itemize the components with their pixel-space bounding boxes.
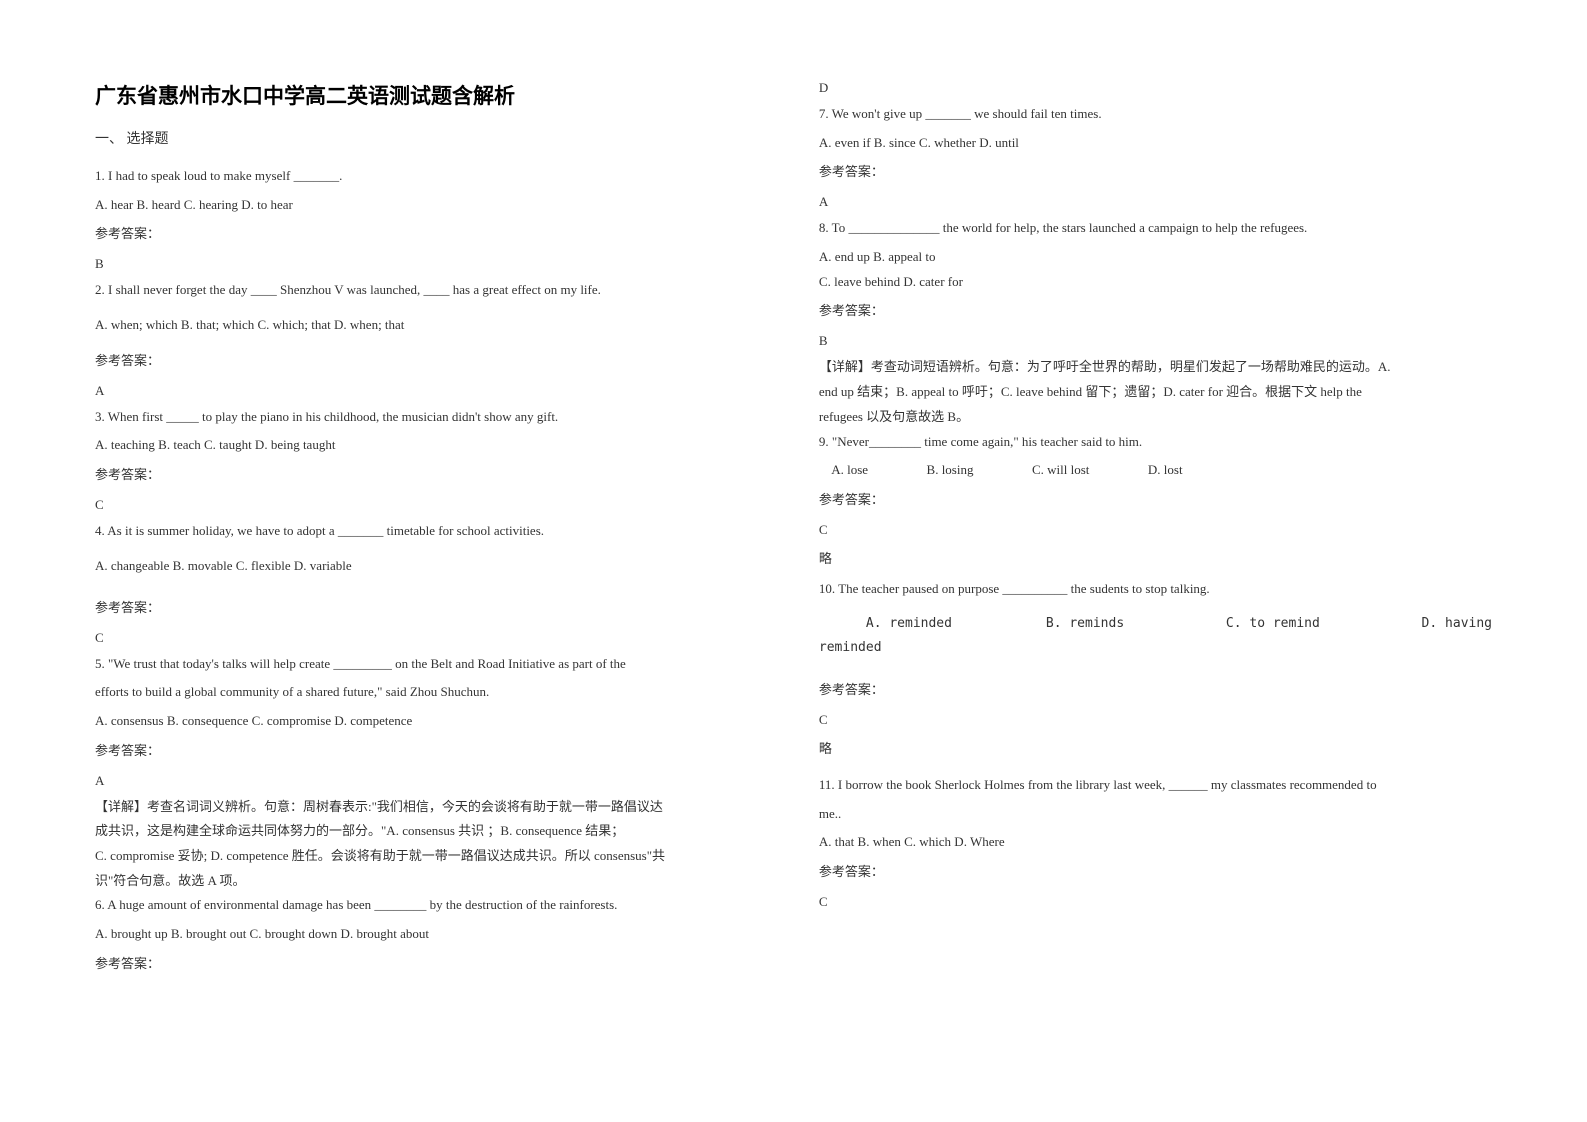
q5-stem-line1: 5. "We trust that today's talks will hel… xyxy=(95,652,759,677)
q9-stem: 9. "Never________ time come again," his … xyxy=(819,430,1492,455)
q11-answer: C xyxy=(819,894,1492,910)
q3-options: A. teaching B. teach C. taught D. being … xyxy=(95,433,759,458)
q4-options: A. changeable B. movable C. flexible D. … xyxy=(95,554,759,579)
q1-ref-label: 参考答案： xyxy=(95,223,759,242)
doc-title: 广东省惠州市水口中学高二英语测试题含解析 xyxy=(95,80,759,110)
q9-omit: 略 xyxy=(819,548,1492,567)
q6-answer: D xyxy=(819,80,1492,96)
q8-answer: B xyxy=(819,333,1492,349)
q4-ref-label: 参考答案： xyxy=(95,597,759,616)
q11-stem-line1: 11. I borrow the book Sherlock Holmes fr… xyxy=(819,773,1492,798)
q5-options: A. consensus B. consequence C. compromis… xyxy=(95,709,759,734)
q5-stem-line2: efforts to build a global community of a… xyxy=(95,680,759,705)
q5-ref-label: 参考答案： xyxy=(95,740,759,759)
q5-explain-1: 【详解】考查名词词义辨析。句意：周树春表示:"我们相信，今天的会谈将有助于就一带… xyxy=(95,795,759,820)
right-column: D 7. We won't give up _______ we should … xyxy=(819,80,1492,980)
q5-answer: A xyxy=(95,773,759,789)
q11-ref-label: 参考答案： xyxy=(819,861,1492,880)
q10-ref-label: 参考答案： xyxy=(819,679,1492,698)
q1-stem: 1. I had to speak loud to make myself __… xyxy=(95,164,759,189)
q1-options: A. hear B. heard C. hearing D. to hear xyxy=(95,193,759,218)
q7-options: A. even if B. since C. whether D. until xyxy=(819,131,1492,156)
q3-stem: 3. When first _____ to play the piano in… xyxy=(95,405,759,430)
q9-options: A. lose B. losing C. will lost D. lost xyxy=(819,458,1492,483)
q2-answer: A xyxy=(95,383,759,399)
q3-answer: C xyxy=(95,497,759,513)
q5-explain-4: 识"符合句意。故选 A 项。 xyxy=(95,869,759,894)
q7-answer: A xyxy=(819,194,1492,210)
q10-options-2: reminded xyxy=(819,636,1492,661)
q2-stem: 2. I shall never forget the day ____ She… xyxy=(95,278,759,303)
q8-explain-3: refugees 以及句意故选 B。 xyxy=(819,405,1492,430)
q4-answer: C xyxy=(95,630,759,646)
q5-explain-3: C. compromise 妥协; D. competence 胜任。会谈将有助… xyxy=(95,844,759,869)
page-container: 广东省惠州市水口中学高二英语测试题含解析 一、 选择题 1. I had to … xyxy=(0,0,1587,1010)
q8-options-line2: C. leave behind D. cater for xyxy=(819,270,1492,295)
q6-options: A. brought up B. brought out C. brought … xyxy=(95,922,759,947)
q10-stem: 10. The teacher paused on purpose ______… xyxy=(819,577,1492,602)
q8-explain-2: end up 结束；B. appeal to 呼吁；C. leave behin… xyxy=(819,380,1492,405)
q11-options: A. that B. when C. which D. Where xyxy=(819,830,1492,855)
q8-options-line1: A. end up B. appeal to xyxy=(819,245,1492,270)
q4-stem: 4. As it is summer holiday, we have to a… xyxy=(95,519,759,544)
q9-answer: C xyxy=(819,522,1492,538)
q8-stem: 8. To ______________ the world for help,… xyxy=(819,216,1492,241)
q7-stem: 7. We won't give up _______ we should fa… xyxy=(819,102,1492,127)
q11-stem-line2: me.. xyxy=(819,802,1492,827)
q10-options: A. reminded B. reminds C. to remind D. h… xyxy=(819,612,1492,637)
q7-ref-label: 参考答案： xyxy=(819,161,1492,180)
q5-explain-2: 成共识，这是构建全球命运共同体努力的一部分。"A. consensus 共识 ；… xyxy=(95,819,759,844)
q1-answer: B xyxy=(95,256,759,272)
q2-options: A. when; which B. that; which C. which; … xyxy=(95,313,759,338)
q10-omit: 略 xyxy=(819,738,1492,757)
left-column: 广东省惠州市水口中学高二英语测试题含解析 一、 选择题 1. I had to … xyxy=(95,80,759,980)
q6-ref-label: 参考答案： xyxy=(95,953,759,972)
q9-ref-label: 参考答案： xyxy=(819,489,1492,508)
q2-ref-label: 参考答案： xyxy=(95,350,759,369)
q8-ref-label: 参考答案： xyxy=(819,300,1492,319)
q6-stem: 6. A huge amount of environmental damage… xyxy=(95,893,759,918)
q3-ref-label: 参考答案： xyxy=(95,464,759,483)
q10-answer: C xyxy=(819,712,1492,728)
q8-explain-1: 【详解】考查动词短语辨析。句意：为了呼吁全世界的帮助，明星们发起了一场帮助难民的… xyxy=(819,355,1492,380)
section-header: 一、 选择题 xyxy=(95,128,759,148)
